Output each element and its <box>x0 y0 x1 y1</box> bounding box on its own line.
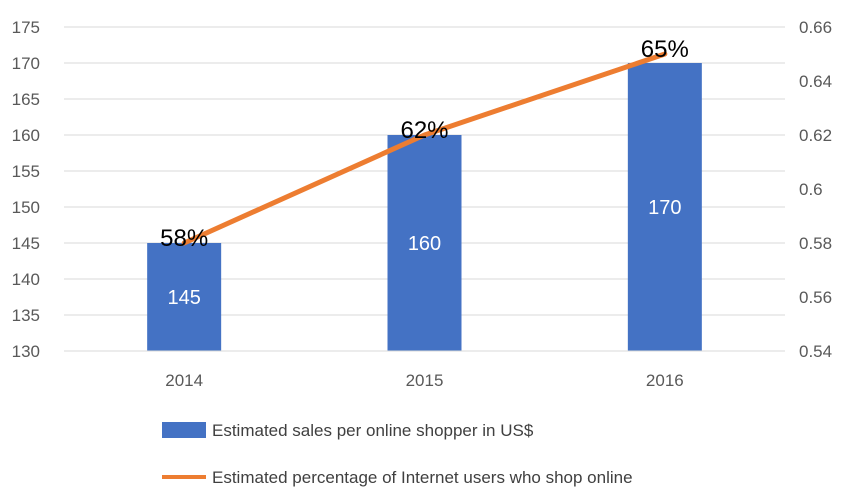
left-tick-label: 130 <box>12 342 40 361</box>
right-tick-label: 0.64 <box>799 72 832 91</box>
right-tick-label: 0.62 <box>799 126 832 145</box>
legend: Estimated sales per online shopper in US… <box>162 421 633 487</box>
right-tick-label: 0.66 <box>799 18 832 37</box>
bar-value-label: 160 <box>408 233 441 255</box>
bar-2016 <box>627 63 702 351</box>
x-axis: 2014 2015 2016 <box>64 350 785 390</box>
left-y-axis: 130 135 140 145 150 155 160 165 170 175 <box>12 18 40 361</box>
bar-2015 <box>387 135 462 351</box>
right-y-axis: 0.54 0.56 0.58 0.6 0.62 0.64 0.66 <box>799 18 832 361</box>
bar-value-label: 170 <box>648 197 681 219</box>
legend-label-bar: Estimated sales per online shopper in US… <box>212 421 534 440</box>
left-tick-label: 150 <box>12 198 40 217</box>
right-tick-label: 0.56 <box>799 288 832 307</box>
bar-2014 <box>147 243 222 351</box>
left-tick-label: 160 <box>12 126 40 145</box>
left-tick-label: 165 <box>12 90 40 109</box>
left-tick-label: 170 <box>12 54 40 73</box>
line-value-label: 65% <box>641 36 689 63</box>
x-tick-label: 2014 <box>165 371 203 390</box>
left-tick-label: 155 <box>12 162 40 181</box>
left-tick-label: 135 <box>12 306 40 325</box>
right-tick-label: 0.54 <box>799 342 832 361</box>
legend-label-line: Estimated percentage of Internet users w… <box>212 468 633 487</box>
right-tick-label: 0.58 <box>799 234 832 253</box>
line-series: 58% 62% 65% <box>160 36 689 252</box>
x-tick-label: 2015 <box>406 371 444 390</box>
x-tick-label: 2016 <box>646 371 684 390</box>
bar-series: 145 160 170 <box>147 63 702 351</box>
line-path <box>181 51 668 246</box>
left-tick-label: 145 <box>12 234 40 253</box>
bar-value-label: 145 <box>167 287 200 309</box>
legend-swatch-bar <box>162 422 206 438</box>
right-tick-label: 0.6 <box>799 180 823 199</box>
left-tick-label: 140 <box>12 270 40 289</box>
left-tick-label: 175 <box>12 18 40 37</box>
line-value-label: 58% <box>160 225 208 252</box>
line-value-label: 62% <box>400 117 448 144</box>
